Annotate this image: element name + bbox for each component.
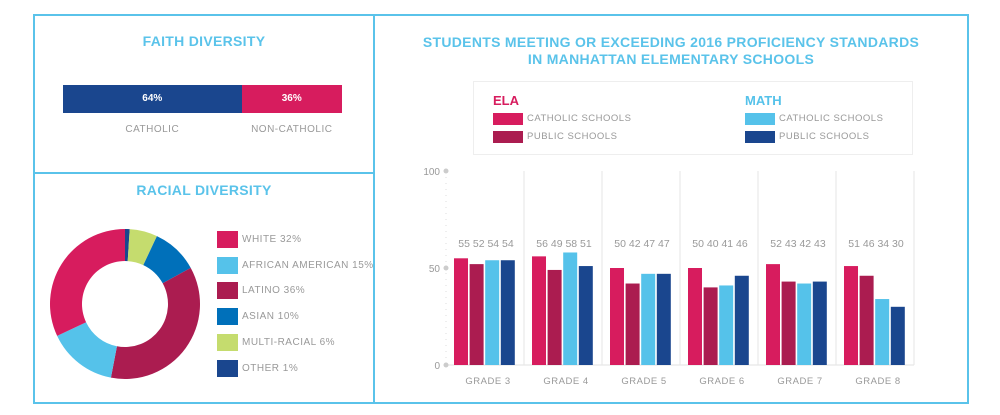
bar-grade-5-math-public [656,273,671,365]
bar-grade-6-math-catholic [719,285,734,365]
legend-swatch [745,113,775,125]
bar-grade-3-ela-catholic [454,258,468,365]
x-tick-label: GRADE 8 [855,376,900,387]
legend-label: LATINO 36% [242,285,306,297]
faith-label: CATHOLIC [125,124,180,135]
data-labels: 50 42 47 47 [614,238,670,250]
data-labels: 55 52 54 54 [458,238,514,250]
legend-label: CATHOLIC SCHOOLS [779,113,884,124]
legend-label: PUBLIC SCHOOLS [779,131,870,142]
legend-swatch [217,231,238,248]
x-tick-label: GRADE 6 [699,376,744,387]
proficiency-title: STUDENTS MEETING OR EXCEEDING 2016 PROFI… [373,34,969,68]
legend-swatch [493,131,523,143]
legend-swatch [493,113,523,125]
donut-slice-other [125,229,130,262]
bar-grade-8-math-public [890,306,905,365]
legend-label: PUBLIC SCHOOLS [527,131,618,142]
bar-grade-4-ela-public [547,269,562,365]
legend-label: MULTI-RACIAL 6% [242,336,336,348]
bar-grade-7-math-public [812,281,827,365]
bar-grade-8-ela-public [859,275,874,365]
donut-slice-african [57,322,117,378]
data-labels: 56 49 58 51 [536,238,592,250]
faith-title: FAITH DIVERSITY [142,33,266,49]
proficiency-legend [473,81,913,155]
bar-grade-6-ela-catholic [688,268,702,365]
x-tick-label: GRADE 3 [465,376,510,387]
y-tick-dot [443,362,449,368]
y-tick-dot [443,168,449,174]
legend-group-math: MATH [745,93,782,108]
faith-segment-non-catholic: 36% [241,85,342,113]
legend-swatch [217,256,238,274]
proficiency-title-line-2: IN MANHATTAN ELEMENTARY SCHOOLS [527,51,815,67]
bar-grade-5-ela-catholic [610,268,624,365]
legend-label: WHITE 32% [242,234,302,245]
x-tick-label: GRADE 4 [543,376,588,387]
donut-slice-white [49,229,125,336]
x-tick-label: GRADE 7 [777,376,822,387]
data-labels: 52 43 42 43 [770,238,826,250]
legend-swatch [217,359,238,377]
legend-label: ASIAN 10% [242,311,300,323]
bar-grade-5-math-catholic [641,273,656,365]
bar-grade-3-math-public [500,260,515,365]
bar-grade-5-ela-public [625,283,640,365]
bar-grade-8-math-catholic [875,299,890,365]
racial-donut [49,229,200,379]
bar-grade-7-ela-public [781,281,796,365]
legend-swatch [217,308,238,326]
bar-grade-3-ela-public [469,264,484,365]
data-labels: 51 46 34 30 [848,238,904,250]
faith-label: NON-CATHOLIC [251,124,333,135]
legend-swatch [217,333,238,351]
faith-segment-catholic: 64% [63,85,242,113]
proficiency-title-line-1: STUDENTS MEETING OR EXCEEDING 2016 PROFI… [422,34,920,50]
bar-grade-6-ela-public [703,287,718,365]
legend-group-ela: ELA [493,93,519,108]
x-tick-label: GRADE 5 [621,376,666,387]
legend-swatch [217,282,238,300]
data-labels: 50 40 41 46 [692,238,748,250]
legend-label: OTHER 1% [242,362,299,374]
y-tick-label: 0 [434,361,440,372]
bar-grade-3-math-catholic [485,260,500,365]
legend-label: CATHOLIC SCHOOLS [527,113,632,124]
y-tick-dot [443,265,449,271]
bar-grade-7-math-catholic [797,283,812,365]
bar-grade-8-ela-catholic [844,266,858,365]
bar-grade-6-math-public [734,275,749,365]
donut-slice-asian [143,236,191,284]
legend-label: AFRICAN AMERICAN 15% [242,259,374,271]
bar-grade-4-math-catholic [563,252,578,365]
y-tick-label: 100 [423,167,440,178]
bar-grade-4-math-public [578,266,593,365]
bar-grade-4-ela-catholic [532,256,546,365]
legend-swatch [745,131,775,143]
proficiency-panel [373,14,969,404]
racial-title: RACIAL DIVERSITY [136,182,272,198]
donut-slice-multi-racial [127,229,157,266]
y-tick-label: 50 [429,264,441,275]
donut-slice-latino [110,267,200,379]
bar-grade-7-ela-catholic [766,264,780,365]
